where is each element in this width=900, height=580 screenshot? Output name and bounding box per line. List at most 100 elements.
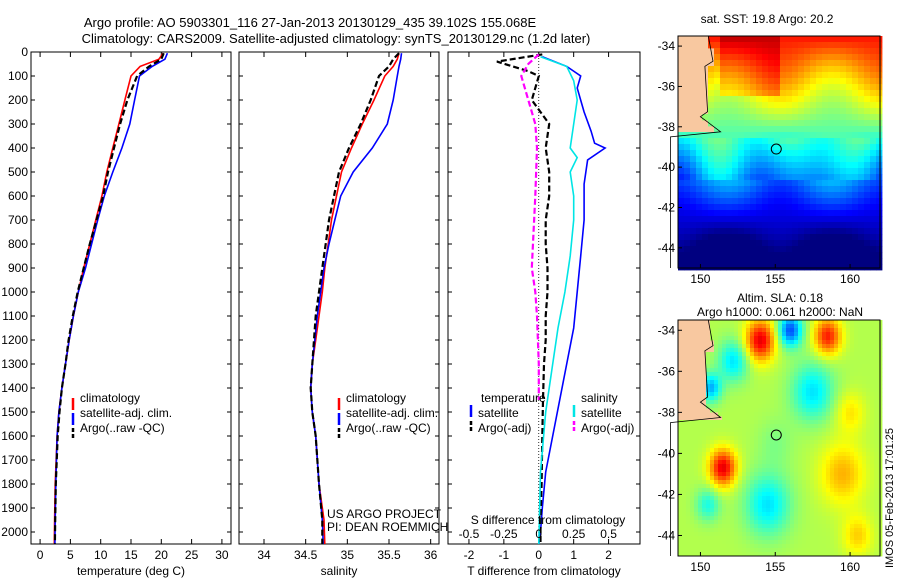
map-cell bbox=[828, 168, 835, 175]
map-cell bbox=[786, 420, 791, 425]
map-cell bbox=[702, 480, 707, 485]
map-cell bbox=[762, 496, 767, 501]
map-cell bbox=[786, 408, 791, 413]
map-cell bbox=[846, 388, 851, 393]
map-cell bbox=[770, 412, 775, 417]
map-cell bbox=[798, 84, 805, 91]
map-cell bbox=[806, 464, 811, 469]
map-cell bbox=[874, 336, 879, 341]
map-cell bbox=[840, 66, 847, 73]
map-cell bbox=[744, 120, 751, 127]
map-cell bbox=[756, 132, 763, 139]
map-cell bbox=[770, 508, 775, 513]
map-cell bbox=[684, 204, 691, 211]
map-cell bbox=[834, 348, 839, 353]
map-cell bbox=[770, 460, 775, 465]
map-cell bbox=[682, 432, 687, 437]
map-cell bbox=[864, 174, 871, 181]
map-cell bbox=[774, 408, 779, 413]
map-cell bbox=[814, 516, 819, 521]
map-cell bbox=[874, 344, 879, 349]
map-cell bbox=[826, 552, 831, 557]
x-tick-label: 10 bbox=[94, 548, 108, 562]
map-cell bbox=[744, 48, 751, 55]
map-cell bbox=[854, 388, 859, 393]
map-cell bbox=[834, 198, 841, 205]
map-cell bbox=[678, 132, 685, 139]
map-cell bbox=[810, 192, 817, 199]
map-cell bbox=[744, 258, 751, 265]
map-cell bbox=[768, 126, 775, 133]
map-cell bbox=[850, 476, 855, 481]
map-cell bbox=[684, 138, 691, 145]
map-cell bbox=[798, 332, 803, 337]
map-cell bbox=[806, 420, 811, 425]
map-cell bbox=[698, 544, 703, 549]
map-cell bbox=[858, 150, 865, 157]
map-cell bbox=[746, 464, 751, 469]
map-cell bbox=[822, 524, 827, 529]
map-cell bbox=[802, 368, 807, 373]
map-cell bbox=[802, 444, 807, 449]
map-cell bbox=[794, 420, 799, 425]
map-cell bbox=[850, 544, 855, 549]
map-y-tick-label: -40 bbox=[658, 446, 676, 460]
map-cell bbox=[690, 144, 697, 151]
map-cell bbox=[842, 344, 847, 349]
map-cell bbox=[690, 452, 695, 457]
map-cell bbox=[858, 456, 863, 461]
map-cell bbox=[782, 544, 787, 549]
map-cell bbox=[842, 432, 847, 437]
map-cell bbox=[816, 66, 823, 73]
map-cell bbox=[722, 528, 727, 533]
map-cell bbox=[774, 520, 779, 525]
map-cell bbox=[744, 264, 751, 271]
map-cell bbox=[702, 484, 707, 489]
map-cell bbox=[870, 420, 875, 425]
map-cell bbox=[798, 468, 803, 473]
map-cell bbox=[876, 246, 883, 253]
map-cell bbox=[822, 198, 829, 205]
map-cell bbox=[754, 392, 759, 397]
map-cell bbox=[814, 488, 819, 493]
map-cell bbox=[718, 436, 723, 441]
map-cell bbox=[782, 420, 787, 425]
map-cell bbox=[828, 84, 835, 91]
map-cell bbox=[778, 356, 783, 361]
map-cell bbox=[738, 48, 745, 55]
map-cell bbox=[798, 138, 805, 145]
map-cell bbox=[870, 216, 877, 223]
map-cell bbox=[726, 210, 733, 217]
map-cell bbox=[834, 376, 839, 381]
map-cell bbox=[726, 364, 731, 369]
map-cell bbox=[842, 552, 847, 557]
map-cell bbox=[816, 174, 823, 181]
map-cell bbox=[766, 472, 771, 477]
map-cell bbox=[768, 132, 775, 139]
map-cell bbox=[730, 368, 735, 373]
map-cell bbox=[802, 412, 807, 417]
map-cell bbox=[786, 520, 791, 525]
map-cell bbox=[876, 234, 883, 241]
map-cell bbox=[742, 488, 747, 493]
map-cell bbox=[842, 540, 847, 545]
map-cell bbox=[766, 480, 771, 485]
map-cell bbox=[834, 544, 839, 549]
map-cell bbox=[864, 126, 871, 133]
map-cell bbox=[822, 228, 829, 235]
map-cell bbox=[714, 460, 719, 465]
map-cell bbox=[774, 320, 779, 325]
y-tick-label: 1300 bbox=[1, 357, 28, 371]
map-cell bbox=[802, 332, 807, 337]
map-cell bbox=[762, 348, 767, 353]
map-cell bbox=[702, 532, 707, 537]
map-cell bbox=[758, 384, 763, 389]
map-cell bbox=[726, 448, 731, 453]
map-cell bbox=[756, 222, 763, 229]
map-cell bbox=[846, 456, 851, 461]
map-cell bbox=[846, 252, 853, 259]
map-cell bbox=[802, 500, 807, 505]
map-cell bbox=[782, 460, 787, 465]
map-cell bbox=[732, 192, 739, 199]
map-cell bbox=[834, 252, 841, 259]
